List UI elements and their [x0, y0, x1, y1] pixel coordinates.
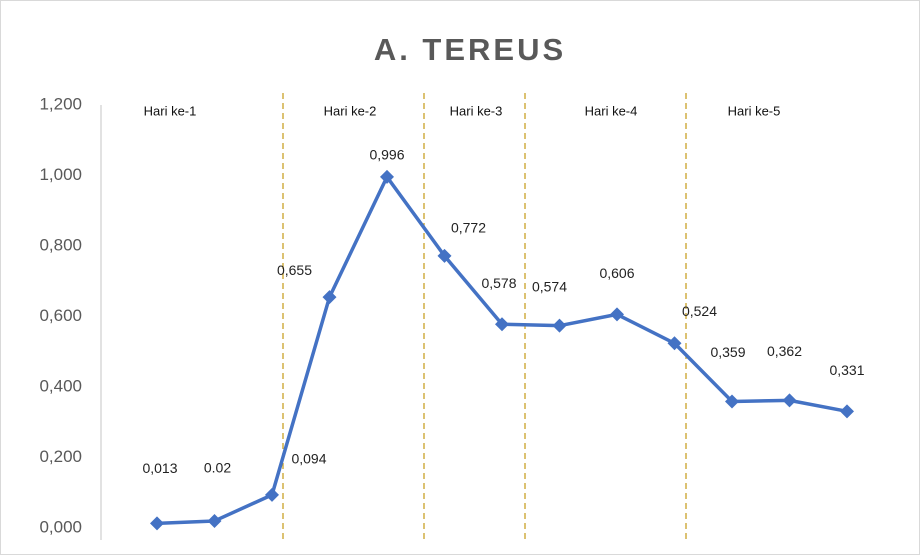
- data-label: 0.02: [204, 460, 231, 476]
- data-point: [207, 513, 222, 528]
- data-point: [150, 516, 164, 531]
- data-label: 0,574: [532, 278, 567, 294]
- data-label: 0,996: [369, 147, 404, 163]
- data-point: [265, 487, 279, 502]
- y-tick-label: 0,200: [39, 447, 82, 466]
- data-label: 0,772: [451, 220, 486, 236]
- region-label: Hari ke-4: [585, 103, 638, 118]
- data-label: 0,524: [682, 303, 717, 319]
- data-label: 0,606: [599, 265, 634, 281]
- data-label: 0,362: [767, 343, 802, 359]
- data-point: [610, 307, 624, 322]
- y-tick-label: 0,000: [39, 517, 82, 536]
- chart-title: A. TEREUS: [374, 32, 566, 67]
- data-point: [322, 290, 337, 305]
- data-point: [552, 318, 567, 333]
- data-label: 0,094: [291, 451, 326, 467]
- data-point: [437, 248, 452, 263]
- data-label: 0,578: [481, 275, 516, 291]
- data-label: 0,359: [710, 344, 745, 360]
- data-point: [667, 336, 682, 351]
- data-label: 0,331: [829, 362, 864, 378]
- y-tick-label: 0,600: [39, 306, 82, 325]
- region-label: Hari ke-3: [450, 103, 503, 118]
- data-point: [725, 394, 739, 409]
- region-label: Hari ke-1: [144, 103, 197, 118]
- data-point: [495, 317, 509, 332]
- data-point: [840, 404, 854, 419]
- data-label: 0,655: [277, 262, 312, 278]
- y-tick-label: 1,200: [39, 94, 82, 113]
- region-label: Hari ke-5: [728, 103, 781, 118]
- data-label: 0,013: [142, 460, 177, 476]
- y-tick-label: 0,400: [39, 376, 82, 395]
- data-point: [782, 393, 797, 408]
- y-tick-label: 0,800: [39, 235, 82, 254]
- y-tick-label: 1,000: [39, 165, 82, 184]
- region-label: Hari ke-2: [324, 103, 377, 118]
- data-point: [380, 169, 394, 184]
